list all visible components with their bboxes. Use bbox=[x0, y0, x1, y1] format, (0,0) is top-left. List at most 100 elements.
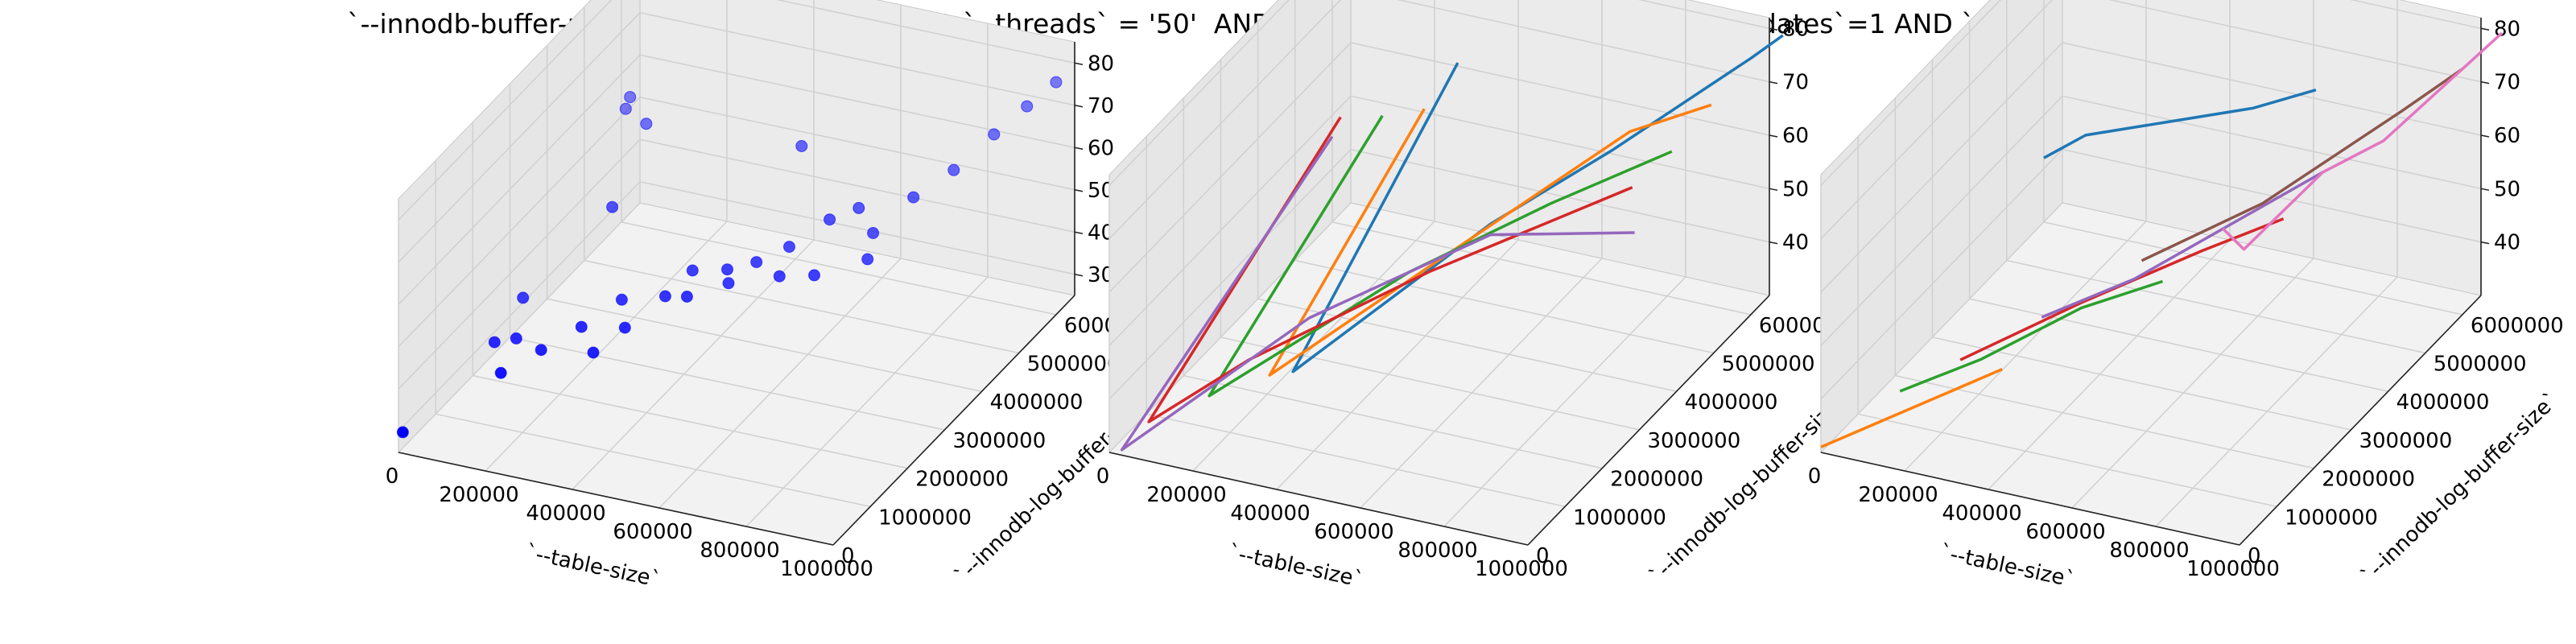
y-tick-label: 1000000 bbox=[1573, 506, 1666, 530]
data-point bbox=[488, 336, 501, 349]
grid-line bbox=[2071, 258, 2314, 509]
chart-panel-1: 0200000400000600000800000100000001000000… bbox=[386, 0, 1158, 592]
z-tick-mark bbox=[2480, 27, 2490, 31]
series-line-1 bbox=[2043, 89, 2317, 159]
y-axis-line bbox=[832, 295, 1075, 546]
series-line-7 bbox=[2222, 31, 2504, 251]
data-point bbox=[861, 253, 874, 266]
data-point bbox=[783, 241, 795, 254]
grid-line bbox=[584, 259, 1019, 354]
data-point bbox=[773, 270, 786, 283]
z-tick-mark bbox=[2480, 134, 2490, 138]
grid-line bbox=[1820, 95, 2063, 346]
z-tick-mark bbox=[1769, 188, 1778, 192]
grid-line bbox=[547, 298, 982, 392]
z-tick-label: 60 bbox=[2494, 124, 2520, 148]
series-line-5 bbox=[1120, 135, 1635, 452]
data-point bbox=[606, 200, 619, 213]
data-point bbox=[517, 291, 530, 304]
data-point bbox=[852, 201, 865, 214]
grid-line bbox=[435, 413, 871, 508]
data-point bbox=[1050, 76, 1063, 89]
grid-line bbox=[1932, 336, 2351, 431]
grid-line bbox=[1820, 202, 2063, 453]
grid-line bbox=[1350, 95, 1770, 190]
y-tick-label: 5000000 bbox=[1027, 353, 1121, 377]
grid-line bbox=[1857, 413, 2277, 508]
x-tick-label: 200000 bbox=[1146, 483, 1226, 507]
z-tick-label: 60 bbox=[1088, 136, 1114, 160]
series-line-3 bbox=[1899, 279, 2164, 393]
x-axis-line bbox=[1108, 452, 1529, 546]
data-point bbox=[1021, 100, 1034, 113]
grid-line bbox=[398, 12, 641, 263]
y-tick-label: 0 bbox=[1536, 544, 1550, 568]
grid-line bbox=[1331, 221, 1752, 316]
y-tick-label: 0 bbox=[841, 544, 855, 568]
grid-line bbox=[398, 97, 641, 348]
data-point bbox=[988, 128, 1001, 141]
z-tick-label: 40 bbox=[2494, 231, 2520, 255]
data-point bbox=[510, 332, 522, 345]
z-tick-label: 70 bbox=[1782, 71, 1809, 95]
grid-line bbox=[1397, 0, 1770, 83]
grid-line bbox=[1350, 42, 1770, 136]
grid-line bbox=[1820, 149, 2063, 400]
grid-line bbox=[572, 239, 815, 490]
z-tick-label: 80 bbox=[1088, 52, 1114, 76]
x-axis-label: `--table-size` bbox=[1226, 540, 1365, 592]
z-tick-mark bbox=[1074, 62, 1084, 65]
grid-line bbox=[2043, 221, 2463, 316]
grid-line bbox=[398, 138, 641, 390]
y-tick-label: 3000000 bbox=[2359, 429, 2452, 453]
grid-line bbox=[1108, 0, 1290, 186]
data-point bbox=[808, 269, 820, 282]
x-tick-label: 400000 bbox=[1230, 502, 1310, 526]
z-tick-label: 50 bbox=[2494, 177, 2520, 201]
y-tick-label: 0 bbox=[2248, 544, 2261, 568]
y-tick-label: 5000000 bbox=[2434, 353, 2527, 377]
data-point bbox=[680, 291, 693, 303]
data-point bbox=[824, 213, 836, 226]
x-tick-label: 1000000 bbox=[780, 557, 873, 581]
grid-line bbox=[1108, 42, 1352, 293]
grid-line bbox=[1988, 239, 2231, 490]
grid-line bbox=[2062, 42, 2482, 136]
series-line-1 bbox=[1291, 34, 1784, 374]
x-axis-line bbox=[1820, 452, 2240, 546]
x-axis-label: `--table-size` bbox=[523, 540, 663, 592]
grid-line bbox=[1108, 149, 1352, 400]
data-point bbox=[624, 91, 637, 104]
series-line-2 bbox=[1268, 103, 1712, 377]
data-point bbox=[947, 163, 960, 176]
series-line-2 bbox=[1820, 367, 2003, 449]
grid-line bbox=[510, 336, 945, 431]
data-point bbox=[615, 293, 628, 306]
grid-line bbox=[1895, 374, 2314, 469]
grid-line bbox=[639, 97, 1075, 191]
z-tick-mark bbox=[1074, 147, 1084, 150]
y-tick-label: 2000000 bbox=[915, 468, 1009, 492]
chart-panel-3: 0200000400000600000800000100000001000000… bbox=[1808, 0, 2564, 592]
grid-line bbox=[639, 12, 1075, 106]
z-tick-mark bbox=[1769, 134, 1778, 138]
grid-line bbox=[639, 54, 1075, 148]
y-tick-label: 5000000 bbox=[1722, 353, 1815, 377]
x-tick-label: 600000 bbox=[613, 520, 692, 544]
z-tick-label: 70 bbox=[2494, 71, 2520, 95]
grid-line bbox=[1294, 259, 1714, 354]
grid-line bbox=[398, 54, 641, 305]
grid-line bbox=[639, 181, 1075, 275]
grid-line bbox=[2350, 0, 2482, 30]
y-tick-label: 2000000 bbox=[2322, 468, 2415, 492]
z-tick-mark bbox=[2480, 188, 2490, 192]
y-tick-label: 2000000 bbox=[1610, 468, 1703, 492]
grid-line bbox=[1360, 258, 1603, 509]
data-point bbox=[535, 344, 547, 357]
data-point bbox=[587, 346, 600, 359]
x-tick-label: 0 bbox=[1096, 464, 1110, 489]
grid-line bbox=[1146, 413, 1566, 508]
grid-line bbox=[2062, 95, 2482, 190]
x-tick-label: 1000000 bbox=[2186, 557, 2280, 581]
